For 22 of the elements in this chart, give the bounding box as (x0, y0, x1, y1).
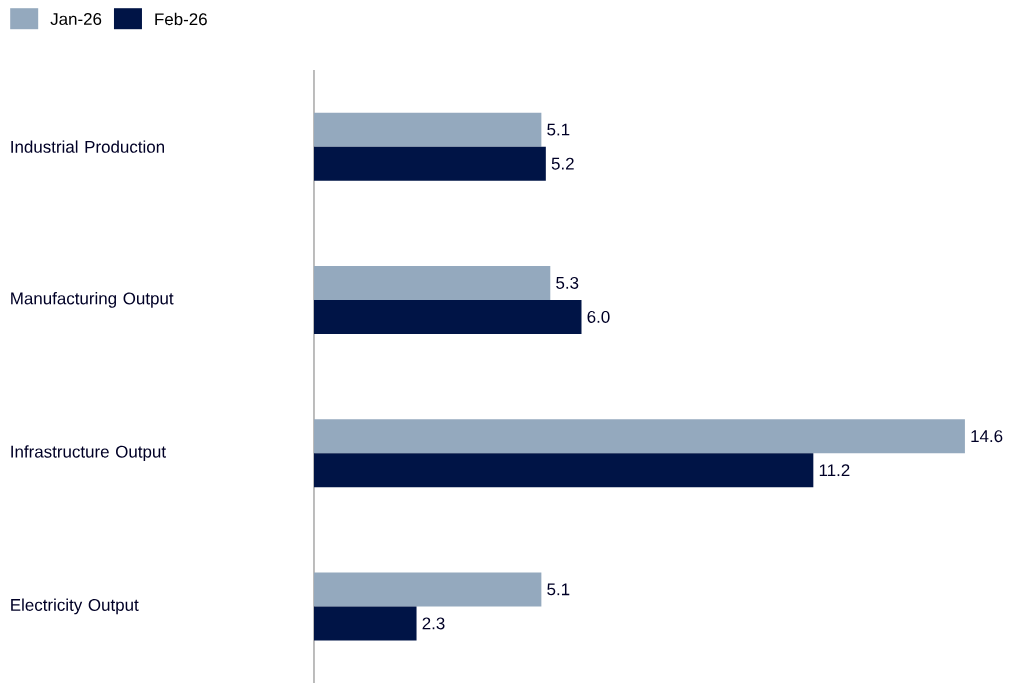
y-tick-label: Industrial Production (11, 140, 164, 153)
bar (314, 419, 965, 454)
data-label: 6.0 (587, 310, 610, 323)
legend-label: Feb-26 (155, 12, 207, 26)
data-label: 2.3 (422, 617, 445, 630)
y-tick-label: Infrastructure Output (11, 445, 166, 462)
data-label: 11.2 (819, 464, 850, 477)
bar (314, 572, 542, 607)
data-label: 5.1 (547, 123, 570, 136)
bar (314, 453, 814, 488)
data-label: 5.3 (556, 276, 579, 289)
bar (314, 606, 417, 641)
y-tick-label: Manufacturing Output (11, 291, 174, 308)
y-tick-label: Electricity Output (11, 598, 139, 615)
bar (314, 265, 551, 300)
bar (314, 146, 546, 181)
data-label: 5.2 (551, 157, 574, 170)
bar (314, 112, 542, 147)
bar (314, 299, 582, 334)
legend-label: Jan-26 (50, 13, 102, 26)
data-label: 14.6 (971, 430, 1003, 443)
data-label: 5.1 (547, 583, 570, 596)
